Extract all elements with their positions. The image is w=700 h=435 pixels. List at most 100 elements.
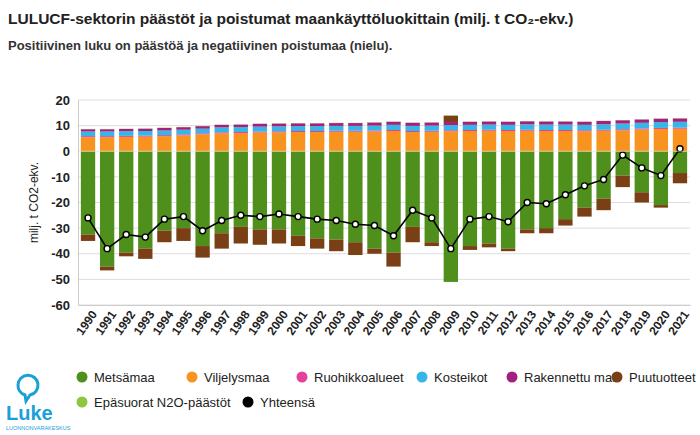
bar bbox=[100, 129, 114, 131]
legend: MetsämaaViljelysmaaRuohikkoalueetKosteik… bbox=[77, 370, 696, 410]
tick-label: 0 bbox=[63, 144, 70, 159]
bar bbox=[405, 132, 419, 151]
bar bbox=[176, 135, 190, 151]
bar bbox=[310, 151, 324, 238]
bar bbox=[596, 199, 610, 211]
bar bbox=[596, 151, 610, 198]
legend-swatch bbox=[417, 372, 428, 383]
bar bbox=[425, 123, 439, 126]
bar bbox=[157, 130, 171, 135]
axis-line bbox=[78, 101, 79, 306]
tick: 0 bbox=[63, 144, 78, 159]
tick: -50 bbox=[51, 272, 78, 287]
bar bbox=[195, 125, 209, 126]
bar bbox=[635, 123, 649, 129]
marker bbox=[639, 165, 645, 171]
marker bbox=[620, 152, 626, 158]
marker bbox=[161, 216, 167, 222]
tick-label: 20 bbox=[56, 93, 70, 108]
bar bbox=[673, 122, 687, 128]
bar bbox=[253, 127, 267, 132]
bar bbox=[654, 128, 668, 129]
bar bbox=[386, 125, 400, 130]
tick-label: 10 bbox=[56, 118, 70, 133]
bar bbox=[463, 121, 477, 122]
bar-series bbox=[81, 129, 687, 152]
bar bbox=[329, 122, 343, 123]
bar bbox=[463, 131, 477, 151]
bar bbox=[215, 133, 229, 151]
bar-series bbox=[81, 118, 687, 131]
logo: LukeLUONNONVARAKESKUS bbox=[6, 375, 71, 431]
bar bbox=[482, 151, 496, 243]
bar-series bbox=[81, 116, 687, 271]
marker bbox=[181, 214, 187, 220]
subtitle: Positiivinen luku on päästöä ja negatiiv… bbox=[8, 38, 392, 53]
y-label: milj. t CO2-ekv. bbox=[27, 162, 41, 243]
bar bbox=[119, 131, 133, 136]
bar bbox=[501, 125, 515, 130]
bar bbox=[596, 121, 610, 124]
bar bbox=[616, 120, 630, 123]
legend-item: Kosteikot bbox=[417, 370, 488, 385]
bar bbox=[501, 249, 515, 252]
marker bbox=[200, 228, 206, 234]
bar bbox=[520, 121, 534, 124]
bar bbox=[81, 128, 95, 129]
bar bbox=[539, 228, 553, 233]
bar bbox=[291, 151, 305, 236]
bar bbox=[272, 131, 286, 132]
bar bbox=[444, 125, 458, 130]
legend-label: Epäsuorat N2O-päästöt bbox=[94, 395, 231, 410]
bar bbox=[520, 131, 534, 152]
bar bbox=[616, 124, 630, 130]
bar bbox=[501, 122, 515, 125]
bar bbox=[215, 127, 229, 132]
bar bbox=[482, 122, 496, 125]
bar bbox=[272, 123, 286, 124]
marker bbox=[276, 211, 282, 217]
logo-mark bbox=[18, 375, 38, 401]
bar bbox=[558, 121, 572, 122]
bar bbox=[195, 133, 209, 134]
bar bbox=[444, 115, 458, 116]
bar bbox=[635, 119, 649, 122]
bar bbox=[367, 130, 381, 131]
bar bbox=[616, 151, 630, 175]
chart: LULUCF-sektorin päästöt ja poistumat maa… bbox=[0, 0, 700, 435]
bar bbox=[539, 130, 553, 131]
zero-line bbox=[78, 151, 690, 152]
bar bbox=[654, 122, 668, 128]
bar bbox=[463, 125, 477, 130]
bar bbox=[100, 128, 114, 129]
bar bbox=[501, 131, 515, 151]
bar bbox=[425, 151, 439, 242]
legend-swatch bbox=[77, 397, 88, 408]
bar bbox=[215, 151, 229, 233]
tick: 10 bbox=[56, 118, 78, 133]
bar bbox=[616, 176, 630, 188]
bar bbox=[119, 128, 133, 129]
bar bbox=[329, 240, 343, 252]
bar bbox=[577, 125, 591, 130]
bar bbox=[119, 136, 133, 137]
bar bbox=[654, 119, 668, 122]
bar-series bbox=[81, 115, 687, 129]
bar bbox=[234, 133, 248, 151]
bar bbox=[501, 121, 515, 122]
bar bbox=[138, 128, 152, 129]
bar bbox=[348, 242, 362, 255]
bar bbox=[673, 128, 687, 129]
marker bbox=[601, 176, 607, 182]
marker bbox=[467, 216, 473, 222]
legend-swatch bbox=[297, 372, 308, 383]
bar bbox=[234, 127, 248, 132]
bar bbox=[635, 119, 649, 120]
bar bbox=[539, 125, 553, 130]
bar bbox=[520, 121, 534, 122]
bar bbox=[463, 151, 477, 246]
bar bbox=[176, 134, 190, 135]
bar bbox=[119, 137, 133, 151]
bar bbox=[405, 227, 419, 242]
marker bbox=[543, 201, 549, 207]
